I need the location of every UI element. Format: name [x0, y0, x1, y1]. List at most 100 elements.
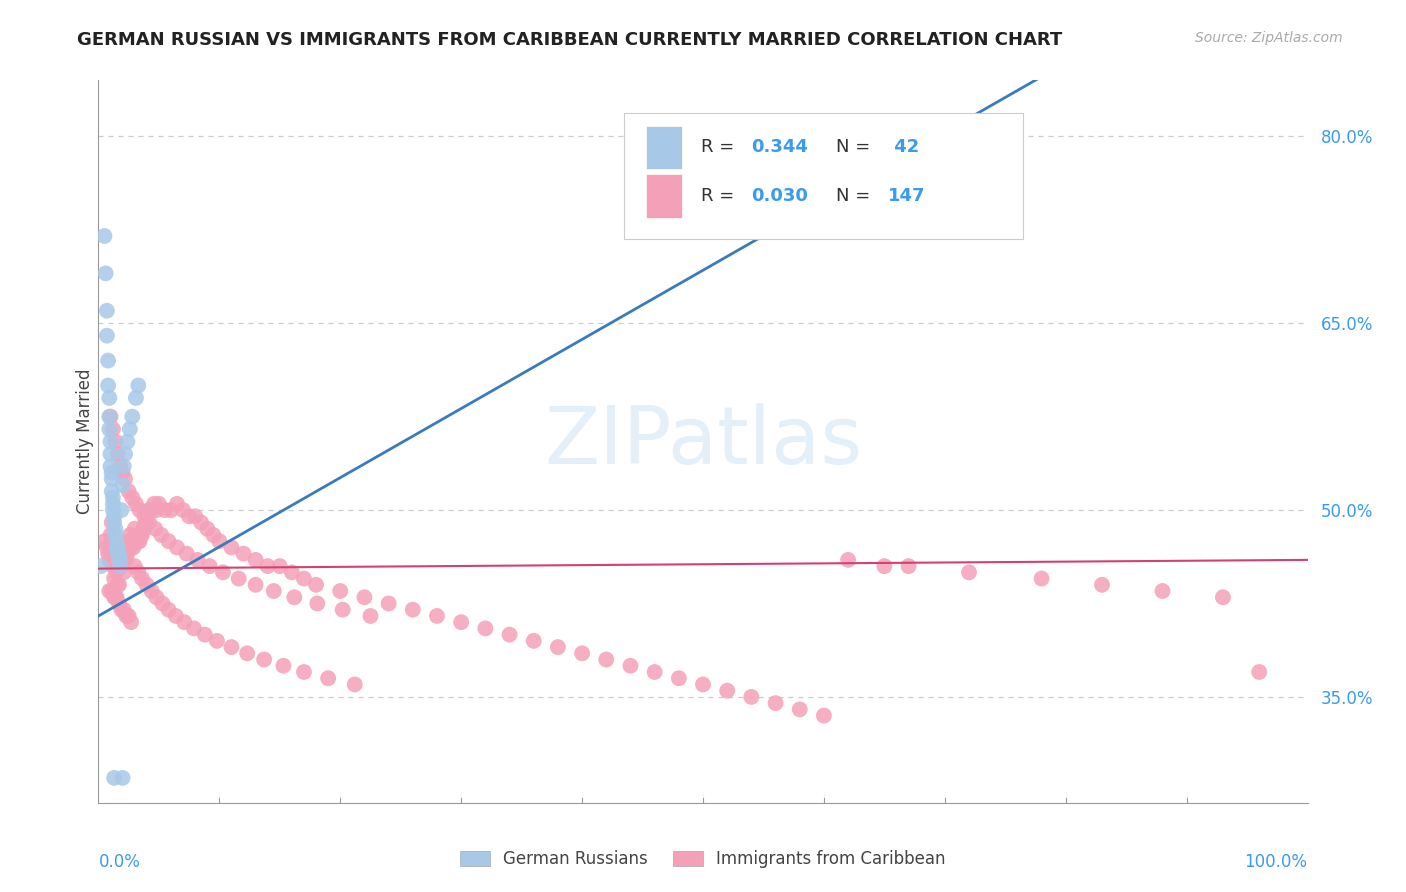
Point [127, 534, 149, 549]
Point [172, 503, 194, 517]
Point [98, 553, 121, 567]
Point [118, 422, 141, 436]
Point [111, 771, 134, 785]
Point [740, 690, 762, 704]
Point [187, 553, 209, 567]
Point [474, 621, 496, 635]
Point [228, 572, 250, 586]
Point [118, 609, 141, 624]
Point [96, 328, 118, 343]
Bar [647, 126, 682, 169]
Point [108, 459, 131, 474]
Point [135, 516, 157, 530]
Point [93, 534, 115, 549]
Point [571, 646, 593, 660]
Point [104, 528, 127, 542]
Point [127, 378, 149, 392]
Point [184, 509, 207, 524]
Point [165, 609, 187, 624]
Text: 147: 147 [889, 187, 925, 205]
Point [98, 422, 121, 436]
Point [118, 528, 141, 542]
Point [120, 541, 142, 555]
Point [124, 559, 146, 574]
Point [98, 409, 121, 424]
Point [105, 591, 128, 605]
Point [100, 434, 122, 449]
Point [100, 466, 122, 480]
Point [101, 491, 124, 505]
Point [263, 584, 285, 599]
Point [202, 528, 225, 542]
Point [789, 702, 811, 716]
Point [114, 541, 136, 555]
Point [343, 677, 366, 691]
Point [104, 591, 127, 605]
Text: R =: R = [700, 138, 740, 156]
Point [114, 447, 136, 461]
Point [118, 534, 141, 549]
Point [107, 578, 129, 592]
Point [121, 491, 143, 505]
Point [96, 541, 118, 555]
Point [332, 603, 354, 617]
Point [111, 466, 134, 480]
Point [837, 553, 859, 567]
Point [644, 665, 666, 679]
Point [104, 434, 127, 449]
Legend: German Russians, Immigrants from Caribbean: German Russians, Immigrants from Caribbe… [453, 844, 953, 875]
Text: N =: N = [837, 187, 876, 205]
Point [281, 566, 304, 580]
Point [160, 503, 183, 517]
Point [100, 484, 122, 499]
Text: 0.0%: 0.0% [98, 853, 141, 871]
Point [205, 633, 228, 648]
Point [117, 434, 139, 449]
Point [135, 509, 157, 524]
Point [143, 497, 166, 511]
Point [105, 541, 128, 555]
Point [127, 566, 149, 580]
Point [221, 640, 243, 654]
Point [110, 603, 132, 617]
Point [897, 559, 920, 574]
Point [100, 409, 122, 424]
Point [128, 503, 150, 517]
Text: N =: N = [837, 138, 876, 156]
Point [97, 547, 120, 561]
Point [873, 559, 896, 574]
Point [1152, 584, 1174, 599]
Point [692, 677, 714, 691]
Point [101, 497, 124, 511]
Point [105, 534, 128, 549]
Point [148, 497, 170, 511]
Point [208, 534, 231, 549]
Point [190, 516, 212, 530]
Point [111, 553, 134, 567]
Point [273, 658, 295, 673]
Point [426, 609, 449, 624]
Point [253, 652, 276, 666]
Point [103, 516, 125, 530]
Point [134, 522, 156, 536]
Point [100, 447, 122, 461]
Point [141, 584, 163, 599]
Point [105, 534, 128, 549]
Point [98, 391, 121, 405]
Point [110, 559, 132, 574]
Point [93, 229, 115, 244]
Point [292, 665, 315, 679]
Point [100, 516, 122, 530]
Point [103, 509, 125, 524]
Point [166, 497, 188, 511]
Point [103, 591, 125, 605]
Point [1212, 591, 1234, 605]
Point [145, 503, 167, 517]
Point [221, 541, 243, 555]
Point [98, 584, 121, 599]
Point [256, 559, 278, 574]
Point [173, 615, 195, 630]
Point [212, 566, 235, 580]
Point [194, 627, 217, 641]
Point [97, 353, 120, 368]
